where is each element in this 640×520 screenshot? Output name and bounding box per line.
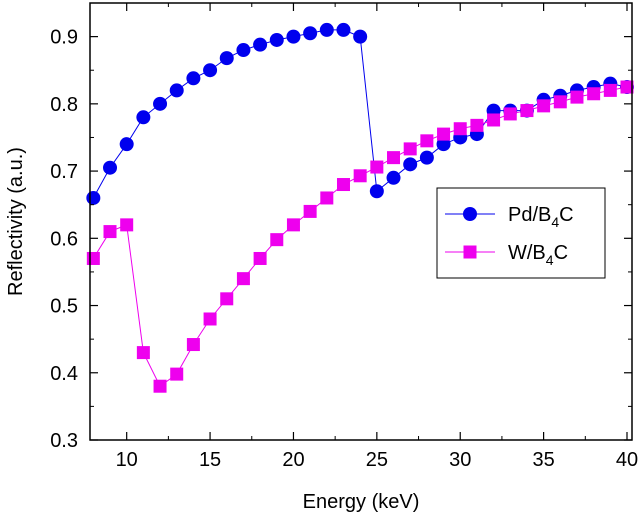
legend-marker-w [463,245,477,259]
x-tick-label: 20 [282,449,304,471]
data-point-w [186,338,200,352]
data-point-w [253,251,267,265]
legend-entry-pd: Pd/B4C [445,204,574,230]
y-tick-label: 0.8 [50,94,78,116]
data-point-pd [219,51,234,66]
data-point-pd [136,110,151,125]
data-point-w [520,104,534,118]
data-point-pd [186,71,201,86]
data-point-pd [253,37,268,52]
data-point-w [203,312,217,326]
y-axis-title: Reflectivity (a.u.) [5,147,27,296]
data-point-w [470,118,484,132]
data-point-w [86,251,100,265]
data-point-w [270,233,284,247]
x-tick-label: 40 [616,449,638,471]
data-point-pd [303,26,318,41]
data-point-w [620,80,634,94]
data-point-w [587,87,601,101]
data-point-w [403,142,417,156]
x-tick-label: 30 [449,449,471,471]
legend-box [436,187,606,279]
data-point-w [286,218,300,232]
y-tick-label: 0.7 [50,161,78,183]
data-point-pd [369,184,384,199]
data-point-pd [286,29,301,44]
y-tick-label: 0.3 [50,430,78,452]
data-point-w [603,83,617,97]
data-point-pd [86,190,101,205]
series-layer [86,22,634,393]
x-tick-label: 35 [532,449,554,471]
ticks-layer: 10 15 20 25 30 35 40 0.3 0.4 0.5 0.6 0.7 0.8 0.9 [50,2,638,471]
data-point-pd [169,83,184,98]
data-point-w [553,95,567,109]
legend: Pd/B4C W/B4C [436,187,606,279]
legend-label-pd: Pd/B4C [508,204,574,230]
plot-frame [89,2,633,441]
data-point-w [120,218,134,232]
data-point-w [387,151,401,165]
data-point-w [453,122,467,136]
data-point-pd [403,157,418,172]
data-point-pd [336,22,351,37]
y-tick-label: 0.4 [50,363,78,385]
data-point-pd [153,96,168,111]
x-axis-title: Energy (keV) [303,491,420,513]
data-point-w [437,127,451,141]
data-point-pd [419,150,434,165]
data-point-w [570,90,584,104]
data-point-w [320,191,334,205]
x-tick-label: 15 [199,449,221,471]
data-point-w [236,272,250,286]
data-point-w [370,160,384,174]
data-point-w [537,99,551,113]
legend-label-w: W/B4C [508,242,568,268]
x-tick-label: 10 [116,449,138,471]
data-point-w [487,113,501,127]
data-point-w [503,107,517,121]
data-point-w [303,204,317,218]
data-point-w [420,134,434,148]
data-point-pd [386,170,401,185]
data-point-w [103,225,117,239]
data-point-pd [236,43,251,58]
data-point-w [336,178,350,192]
data-point-pd [319,22,334,37]
data-point-w [353,169,367,183]
data-point-pd [269,32,284,47]
data-point-w [136,346,150,360]
data-point-pd [119,137,134,152]
data-point-pd [103,160,118,175]
data-point-pd [436,137,451,152]
legend-entry-w: W/B4C [445,242,568,268]
data-point-w [153,379,167,393]
y-tick-label: 0.9 [50,27,78,49]
data-point-w [220,292,234,306]
data-point-pd [203,63,218,78]
data-point-w [170,367,184,381]
legend-marker-pd [463,207,477,221]
x-tick-label: 25 [366,449,388,471]
y-tick-label: 0.6 [50,228,78,250]
y-tick-label: 0.5 [50,296,78,318]
data-point-pd [353,29,368,44]
